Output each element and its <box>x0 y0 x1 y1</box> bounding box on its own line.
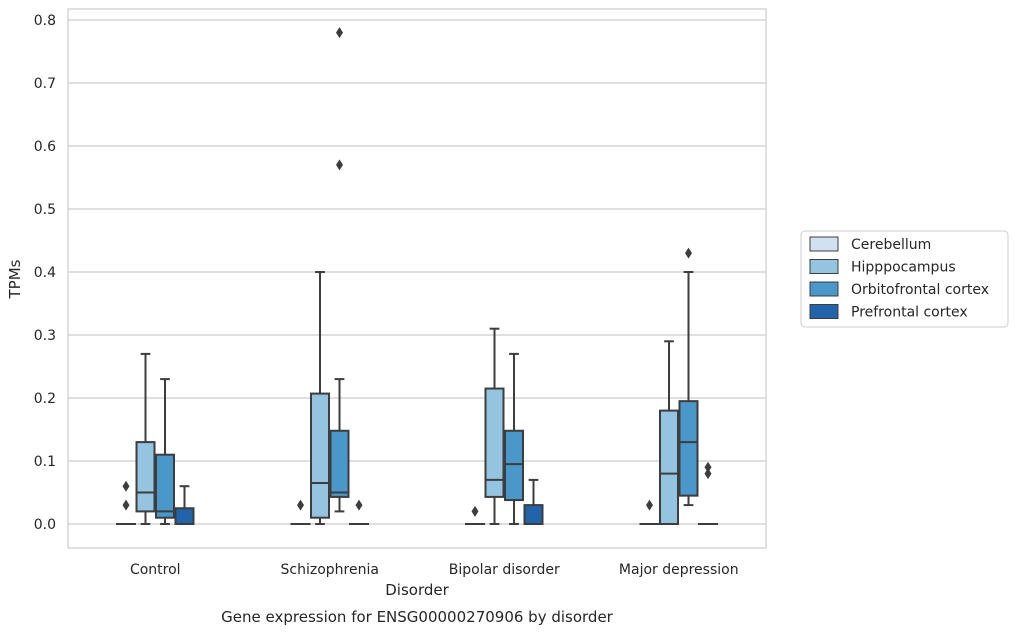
box-cerebellum <box>465 505 485 526</box>
box-orbitofrontal-cortex <box>155 378 175 525</box>
box-hipppocampus <box>484 327 505 525</box>
outlier-marker <box>336 159 343 171</box>
outlier-marker <box>122 499 130 511</box>
y-tick-label: 0.3 <box>34 328 56 344</box>
y-axis-title: TPMs <box>6 259 24 299</box>
gridlines <box>68 19 766 525</box>
legend-swatch <box>809 236 839 252</box>
legend-label: Cerebellum <box>851 237 931 253</box>
outlier-marker <box>685 247 692 259</box>
y-tick-label: 0.6 <box>34 139 56 155</box>
box-prefrontal-cortex <box>523 478 544 526</box>
box-prefrontal-cortex <box>349 499 369 526</box>
y-tick-label: 0.0 <box>34 517 56 533</box>
box-groups <box>116 27 718 526</box>
box-body <box>484 387 505 498</box>
outlier-marker <box>704 461 712 473</box>
box-body <box>659 409 679 526</box>
box-cerebellum <box>639 499 660 526</box>
y-axis-ticks: 0.0 0.1 0.2 0.3 0.4 0.5 0.6 0.7 0.8 <box>34 13 56 533</box>
plot-area-frame <box>67 8 767 549</box>
box-hipppocampus <box>310 271 330 525</box>
legend-frame <box>800 230 1009 328</box>
box-cerebellum <box>290 499 311 526</box>
outlier-marker <box>704 468 712 480</box>
box-body <box>523 504 544 526</box>
box-body <box>329 429 350 498</box>
box-body <box>174 507 195 525</box>
box-orbitofrontal-cortex <box>678 247 699 507</box>
legend-label: Orbitofrontal cortex <box>851 282 989 298</box>
outlier-marker <box>297 499 304 511</box>
x-axis-ticks: Control Schizophrenia Bipolar disorder Majo… <box>130 562 739 578</box>
legend-label: Hipppocampus <box>851 260 956 276</box>
box-body <box>155 453 175 519</box>
y-tick-label: 0.5 <box>34 202 56 218</box>
legend-swatch <box>809 259 839 274</box>
x-tick-label: Major depression <box>619 562 739 578</box>
x-tick-label: Bipolar disorder <box>449 562 560 578</box>
y-tick-label: 0.1 <box>34 454 56 470</box>
outlier-marker <box>355 499 363 511</box>
outlier-marker <box>646 499 653 511</box>
y-tick-label: 0.4 <box>34 265 56 281</box>
box-hipppocampus <box>135 352 156 525</box>
box-cerebellum <box>116 480 136 526</box>
box-orbitofrontal-cortex <box>504 352 524 525</box>
x-tick-label: Control <box>130 562 181 578</box>
box-body <box>135 441 156 513</box>
chart-caption: Gene expression for ENSG00000270906 by d… <box>221 608 614 626</box>
x-axis-title: Disorder <box>385 581 449 599</box>
legend-swatch <box>809 281 839 297</box>
legend: Cerebellum Hipppocampus Orbitofrontal cort… <box>800 230 1009 328</box>
box-prefrontal-cortex <box>174 485 195 525</box>
box-body <box>310 392 330 519</box>
y-tick-label: 0.8 <box>34 13 56 29</box>
legend-swatch <box>809 304 839 319</box>
y-tick-label: 0.2 <box>34 391 56 407</box>
outlier-marker <box>122 480 130 492</box>
outlier-marker <box>336 27 343 39</box>
x-tick-label: Schizophrenia <box>281 562 379 578</box>
legend-label: Prefrontal cortex <box>851 305 968 321</box>
y-tick-label: 0.7 <box>34 76 56 92</box>
box-orbitofrontal-cortex <box>329 27 350 513</box>
box-prefrontal-cortex <box>698 461 718 526</box>
box-body <box>504 429 524 502</box>
outlier-marker <box>471 505 479 517</box>
box-hipppocampus <box>659 340 679 526</box>
box-body <box>678 400 699 497</box>
